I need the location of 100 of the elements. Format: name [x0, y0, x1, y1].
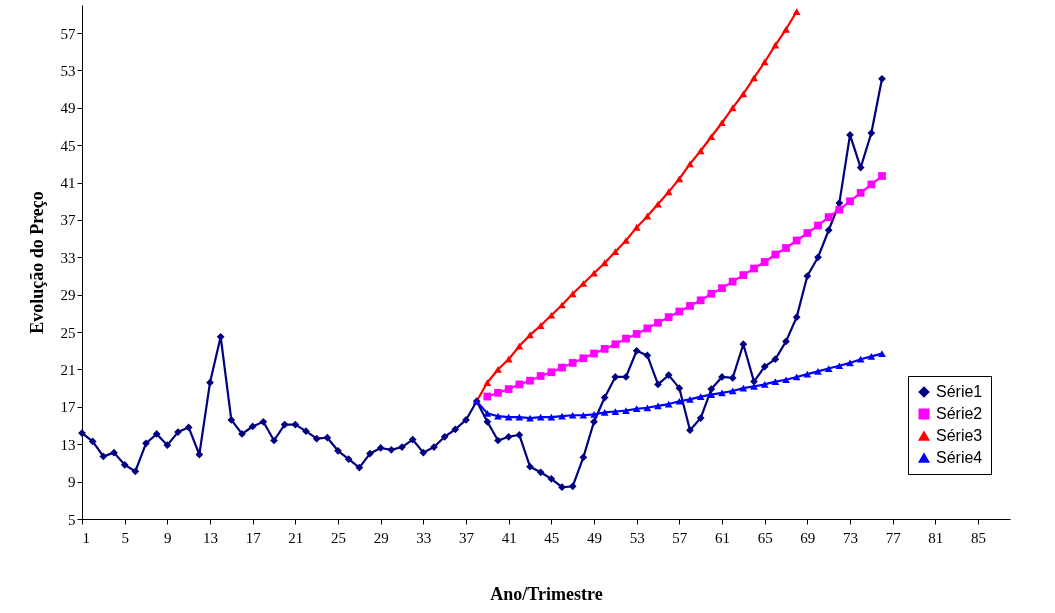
y-tick-label: 17: [60, 399, 76, 416]
point: [686, 396, 694, 403]
x-tick-label: 33: [416, 529, 432, 546]
point: [728, 277, 737, 286]
point: [835, 362, 844, 370]
x-tick-label: 73: [843, 529, 858, 546]
point: [632, 224, 641, 231]
y-tick-label: 25: [60, 324, 76, 341]
legend-label: Série1: [936, 383, 983, 400]
point: [739, 384, 748, 392]
point: [856, 355, 865, 363]
point: [739, 90, 748, 98]
point: [824, 365, 833, 372]
point: [718, 119, 726, 127]
point: [696, 147, 705, 155]
point: [494, 388, 502, 397]
x-tick-label: 17: [245, 529, 262, 546]
point: [579, 411, 588, 419]
point: [846, 197, 854, 206]
y-tick-label: 37: [60, 212, 76, 229]
point: [568, 290, 577, 298]
x-tick-label: 25: [331, 529, 346, 546]
y-tick-label: 53: [60, 62, 76, 79]
point: [568, 411, 577, 419]
x-tick-label: 9: [164, 529, 172, 546]
x-tick-label: 1: [82, 529, 90, 546]
point: [707, 133, 716, 141]
point: [835, 205, 844, 214]
point: [483, 392, 492, 401]
point: [814, 367, 822, 375]
point: [675, 175, 684, 183]
y-tick-label: 9: [68, 474, 76, 491]
point: [728, 104, 737, 112]
x-axis-title: Ano/Trimestre: [490, 583, 603, 604]
point: [483, 410, 492, 417]
y-tick-label: 5: [68, 511, 76, 528]
point: [750, 382, 758, 390]
point: [483, 379, 492, 386]
point: [814, 221, 822, 230]
point: [600, 345, 609, 353]
legend-label: Série3: [936, 427, 983, 444]
point: [611, 408, 620, 415]
x-tick-label: 21: [288, 529, 304, 546]
point: [878, 350, 886, 357]
point: [494, 366, 502, 373]
point: [494, 412, 502, 420]
point: [568, 359, 577, 367]
x-tick-label: 85: [971, 529, 986, 546]
point: [750, 264, 758, 273]
point: [750, 74, 758, 82]
point: [504, 355, 513, 363]
point: [771, 41, 780, 49]
point: [632, 330, 641, 338]
point: [600, 409, 609, 416]
x-tick-label: 5: [121, 529, 129, 546]
point: [707, 289, 716, 298]
point: [878, 172, 886, 180]
y-tick-label: 33: [60, 249, 76, 266]
point: [856, 188, 865, 197]
x-tick-label: 81: [928, 529, 944, 546]
x-tick-label: 53: [629, 529, 645, 546]
point: [536, 372, 545, 380]
point: [611, 248, 620, 256]
point: [664, 313, 673, 322]
x-tick-label: 77: [885, 529, 902, 546]
point: [718, 389, 726, 397]
point: [771, 250, 780, 259]
point: [579, 354, 588, 363]
point: [611, 340, 620, 349]
y-tick-label: 57: [60, 25, 76, 42]
point: [526, 331, 534, 339]
point: [675, 397, 684, 405]
point: [867, 180, 876, 189]
y-axis-title: Evolução do Preço: [26, 191, 47, 334]
legend-label: Série2: [936, 405, 983, 422]
point: [782, 376, 790, 384]
point: [696, 393, 705, 400]
point: [792, 8, 801, 15]
point: [867, 353, 876, 360]
point: [622, 237, 630, 244]
point: [792, 236, 801, 245]
legend-label: Série4: [936, 449, 983, 466]
point: [622, 334, 630, 343]
point: [643, 324, 652, 333]
point: [664, 188, 673, 196]
y-tick-label: 49: [60, 100, 76, 117]
point: [526, 376, 534, 385]
point: [654, 318, 662, 327]
x-tick-label: 45: [544, 529, 560, 546]
y-tick-label: 21: [60, 361, 76, 378]
point: [686, 160, 694, 168]
point: [590, 410, 598, 418]
x-tick-label: 29: [373, 529, 389, 546]
point: [590, 269, 598, 277]
point: [782, 244, 790, 252]
x-tick-label: 49: [587, 529, 602, 546]
point: [547, 368, 556, 377]
point: [782, 25, 790, 33]
y-tick-label: 45: [60, 137, 76, 154]
point: [632, 405, 641, 413]
